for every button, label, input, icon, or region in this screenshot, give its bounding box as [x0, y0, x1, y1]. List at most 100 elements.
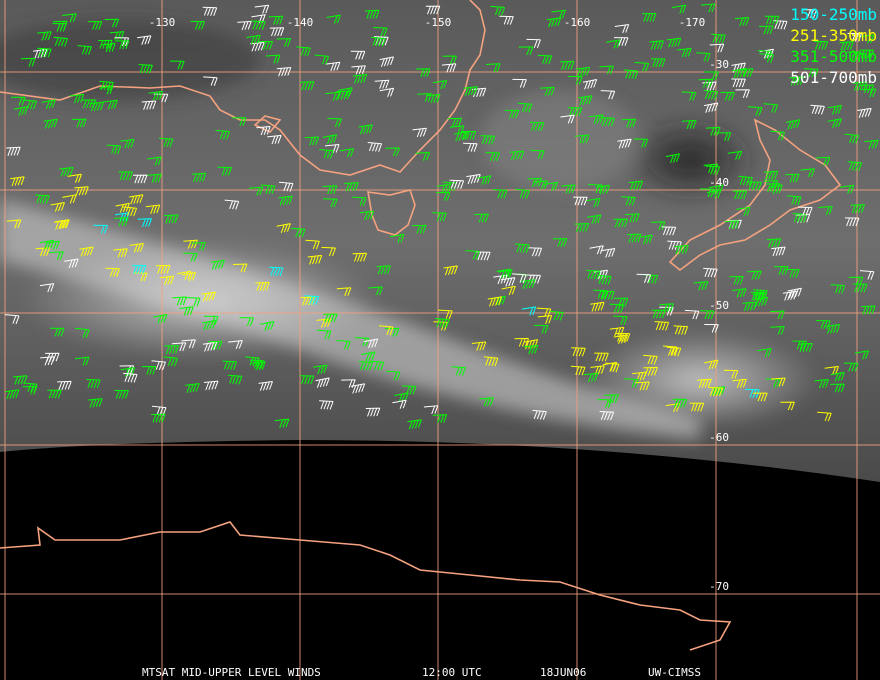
wind-barb — [299, 81, 315, 91]
wind-barb — [854, 350, 869, 360]
wind-barb — [586, 269, 601, 280]
wind-barb — [861, 88, 877, 98]
wind-barb — [185, 297, 201, 307]
wind-barb — [177, 270, 192, 280]
wind-barb — [723, 369, 739, 379]
wind-barbs — [4, 3, 879, 430]
wind-barb — [278, 181, 294, 192]
wind-barb — [122, 206, 138, 217]
wind-barb — [575, 66, 591, 77]
wind-barb — [120, 367, 136, 377]
wind-barb — [735, 89, 750, 98]
wind-barb — [299, 375, 315, 385]
wind-barb — [816, 320, 831, 330]
wind-barb — [573, 196, 588, 206]
wind-barb — [438, 309, 453, 320]
wind-barb — [500, 277, 516, 287]
wind-barb — [53, 219, 69, 230]
wind-barb — [609, 326, 625, 337]
wind-barb — [148, 90, 163, 101]
wind-barb — [120, 138, 135, 149]
wind-barb — [736, 206, 751, 216]
wind-barb — [772, 20, 788, 30]
wind-barb — [770, 326, 785, 335]
wind-barb — [369, 360, 385, 371]
wind-barb — [105, 267, 120, 277]
coastlines — [0, 0, 842, 651]
wind-barb — [442, 55, 457, 65]
wind-barb — [703, 163, 719, 173]
wind-barb — [594, 352, 609, 362]
wind-barb — [237, 20, 252, 31]
wind-barb — [684, 309, 700, 320]
wind-barb — [638, 234, 653, 245]
wind-barb — [635, 381, 650, 391]
wind-barb — [474, 213, 489, 223]
wind-barb — [523, 344, 539, 355]
wind-barb — [352, 196, 367, 207]
wind-barb — [67, 173, 82, 183]
wind-barb — [210, 259, 225, 270]
wind-barb — [447, 117, 462, 127]
wind-barb — [49, 327, 65, 337]
wind-barb — [852, 81, 868, 92]
wind-barb — [131, 265, 147, 274]
wind-barb — [305, 239, 320, 250]
wind-barb — [661, 226, 677, 236]
wind-barb — [574, 223, 590, 233]
latitude-label: -40 — [709, 176, 729, 189]
wind-barb — [33, 48, 48, 59]
wind-barb — [578, 95, 593, 106]
wind-barb — [817, 411, 832, 422]
wind-barb — [561, 184, 576, 194]
wind-barb — [590, 365, 605, 375]
wind-barb — [471, 87, 487, 98]
wind-barb — [560, 114, 575, 124]
legend-entry: 501-700mb — [790, 68, 877, 87]
wind-barb — [202, 341, 218, 352]
wind-barb — [265, 54, 281, 64]
wind-barb — [407, 419, 422, 430]
wind-barb — [151, 360, 166, 371]
wind-barb — [316, 318, 332, 328]
wind-barb — [336, 90, 351, 100]
wind-barb — [350, 50, 366, 60]
wind-barb — [649, 40, 664, 50]
wind-barb — [623, 69, 639, 80]
wind-barb — [251, 20, 266, 30]
longitude-label: -170 — [679, 16, 706, 29]
wind-barb — [62, 194, 77, 204]
wind-barb — [113, 248, 128, 258]
wind-barb — [114, 217, 129, 227]
wind-barb — [706, 189, 722, 199]
wind-barb — [432, 80, 448, 90]
wind-barb — [258, 41, 274, 50]
legend-entry: 251-350mb — [790, 26, 877, 45]
wind-barb — [378, 325, 394, 336]
wind-barb — [394, 392, 409, 403]
wind-barb — [104, 18, 120, 28]
wind-barb — [191, 172, 207, 183]
wind-barb — [621, 196, 636, 206]
wind-barb — [374, 79, 390, 89]
wind-barb — [155, 264, 171, 274]
wind-barb — [703, 89, 719, 100]
wind-barb — [315, 377, 330, 388]
wind-barb — [533, 324, 549, 334]
wind-barb — [499, 15, 514, 25]
wind-barb — [643, 366, 658, 376]
wind-barb — [614, 24, 630, 34]
wind-barb — [471, 341, 487, 351]
wind-barb — [526, 274, 541, 284]
wind-barb — [757, 348, 772, 358]
wind-barb — [41, 99, 56, 110]
wind-barb — [93, 224, 108, 234]
wind-barb — [593, 289, 608, 299]
wind-barb — [379, 87, 395, 97]
wind-barb — [774, 266, 789, 275]
wind-barb — [202, 6, 218, 16]
wind-barb — [35, 194, 50, 204]
wind-barb — [290, 227, 306, 238]
wind-barb — [532, 409, 547, 420]
